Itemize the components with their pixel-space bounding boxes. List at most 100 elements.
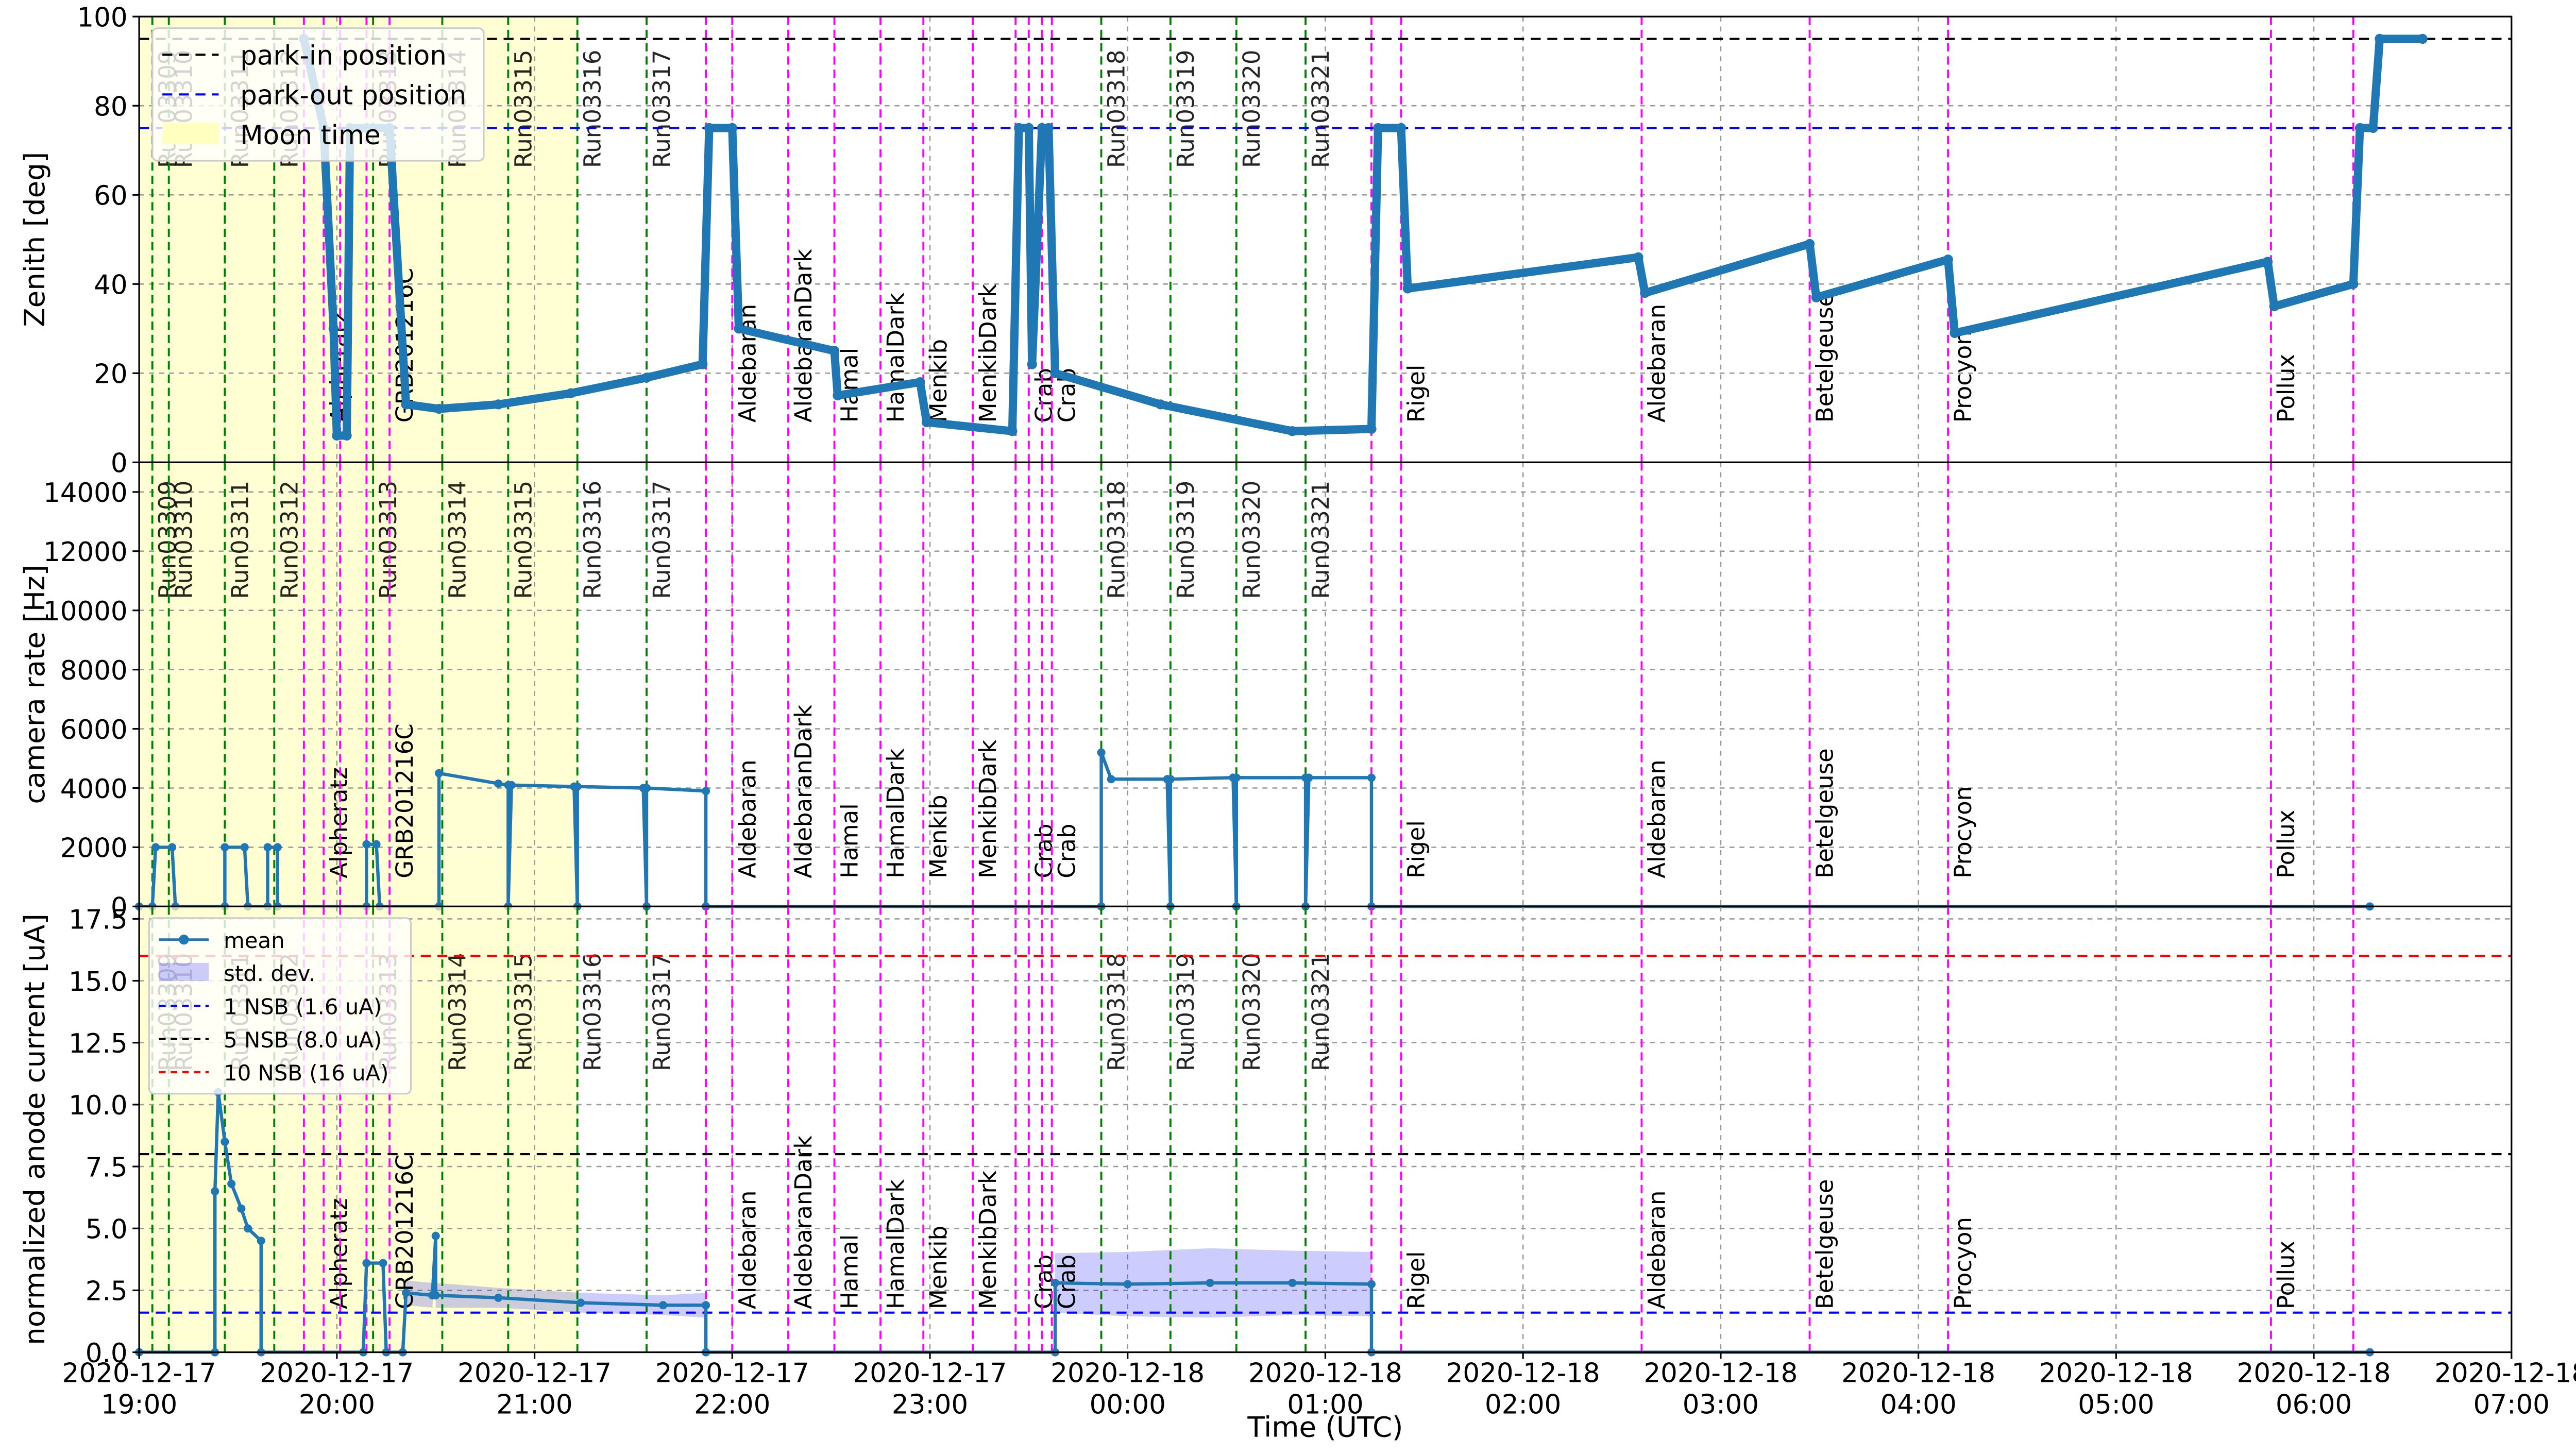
run-label: Run03319: [1172, 49, 1199, 168]
legend-swatch: [159, 962, 209, 982]
data-point: [1232, 773, 1241, 782]
y-axis-label: normalized anode current [uA]: [18, 913, 51, 1345]
x-tick-label: 2020-12-18 05:00: [2039, 1358, 2193, 1420]
run-label: Run03318: [1103, 481, 1130, 599]
data-point: [494, 779, 503, 788]
y-tick-label: 8000: [60, 655, 128, 686]
source-label: HamalDark: [882, 293, 909, 422]
legend-label: Moon time: [240, 120, 380, 151]
legend-label: 5 NSB (8.0 uA): [224, 1027, 382, 1053]
x-tick-label: 2020-12-17 21:00: [457, 1358, 612, 1420]
x-tick-label: 2020-12-17 22:00: [655, 1358, 809, 1420]
run-label: Run03317: [648, 49, 675, 168]
data-point: [1804, 239, 1815, 249]
source-label: Hamal: [836, 1234, 863, 1309]
data-line: [300, 35, 2423, 440]
data-point: [2375, 33, 2385, 44]
data-point: [2417, 33, 2428, 44]
data-point: [168, 843, 177, 852]
data-point: [1166, 775, 1175, 784]
source-label: Procyon: [1950, 1217, 1977, 1309]
data-point: [227, 1179, 236, 1188]
source-label: Alpheratz: [325, 1198, 352, 1309]
data-point: [151, 843, 160, 852]
source-label: Rigel: [1403, 1251, 1430, 1309]
data-point: [362, 840, 371, 849]
data-point: [493, 399, 503, 410]
source-label: Menkib: [925, 794, 952, 878]
data-point: [435, 769, 444, 777]
data-point: [263, 843, 272, 852]
data-point: [362, 1259, 371, 1267]
data-point: [1007, 426, 1018, 436]
data-point: [2262, 257, 2273, 267]
data-line: [139, 751, 2370, 908]
data-point: [577, 1298, 585, 1307]
data-point: [401, 399, 411, 410]
x-tick-label: 2020-12-18 07:00: [2434, 1358, 2576, 1420]
data-point: [702, 1301, 710, 1310]
run-label: Run03317: [648, 953, 675, 1071]
x-tick-label: 2020-12-18 06:00: [2237, 1358, 2391, 1420]
x-tick-label: 2020-12-18 00:00: [1050, 1358, 1205, 1420]
legend: park-in position park-out position Moon ti…: [151, 27, 485, 162]
run-label: Run03320: [1238, 49, 1265, 168]
y-tick-label: 60: [94, 181, 127, 212]
source-label: Pollux: [2273, 354, 2300, 422]
std-band: [139, 1092, 2370, 1352]
run-label: Run03311: [226, 481, 253, 599]
data-point: [921, 417, 932, 428]
source-label: Menkib: [925, 1226, 952, 1309]
data-point: [494, 1293, 503, 1302]
data-point: [1402, 283, 1413, 294]
y-axis-label: Zenith [deg]: [18, 152, 51, 327]
data-point: [1640, 287, 1650, 298]
y-tick-label: 12.5: [69, 1028, 128, 1059]
data-point: [240, 843, 249, 852]
x-tick-label: 2020-12-18 04:00: [1841, 1358, 1995, 1420]
run-label: Run03316: [579, 49, 606, 168]
legend: mean std. dev. 1 NSB (1.6 uA) 5 NSB (8.0 uA…: [148, 917, 412, 1095]
y-tick-label: 2.5: [86, 1276, 128, 1307]
data-point: [237, 1204, 246, 1213]
source-label: Aldebaran: [1643, 1191, 1670, 1309]
data-point: [2348, 279, 2359, 289]
y-tick-label: 4000: [60, 774, 128, 805]
data-point: [734, 324, 744, 334]
data-point: [1943, 255, 1953, 265]
y-tick-label: 0.0: [86, 1338, 128, 1369]
data-point: [1633, 252, 1643, 263]
source-label: Rigel: [1403, 365, 1430, 423]
data-point: [641, 373, 652, 383]
y-axis-label: camera rate [Hz]: [18, 565, 51, 804]
y-tick-label: 14000: [43, 478, 128, 509]
run-label: Run03316: [579, 953, 606, 1071]
run-label: Run03312: [276, 481, 303, 599]
moon-span: [139, 462, 578, 907]
run-label: Run03319: [1172, 481, 1199, 599]
source-label: Menkib: [925, 339, 952, 422]
source-label: MenkibDark: [974, 284, 1002, 422]
data-point: [402, 1289, 411, 1297]
run-label: Run03316: [579, 481, 606, 599]
data-point: [1367, 773, 1376, 782]
data-point: [1304, 773, 1313, 782]
data-point: [328, 324, 339, 334]
y-tick-label: 10.0: [69, 1090, 128, 1121]
source-label: Betelgeuse: [1811, 1179, 1839, 1309]
source-label: Crab: [1030, 824, 1058, 878]
run-label: Run03315: [510, 49, 537, 168]
run-label: Run03320: [1238, 953, 1265, 1071]
source-label: GRB201216C: [391, 1155, 418, 1309]
data-point: [658, 1301, 668, 1310]
legend-label: mean: [224, 928, 285, 953]
data-point: [379, 1259, 387, 1267]
data-point: [1206, 1278, 1214, 1288]
data-point: [642, 784, 651, 792]
data-point: [1027, 359, 1037, 369]
source-label: MenkibDark: [974, 740, 1002, 878]
source-label: Aldebaran: [1643, 304, 1670, 422]
run-label: Run03317: [648, 481, 675, 599]
data-point: [431, 1291, 440, 1300]
run-label: Run03315: [510, 481, 537, 599]
